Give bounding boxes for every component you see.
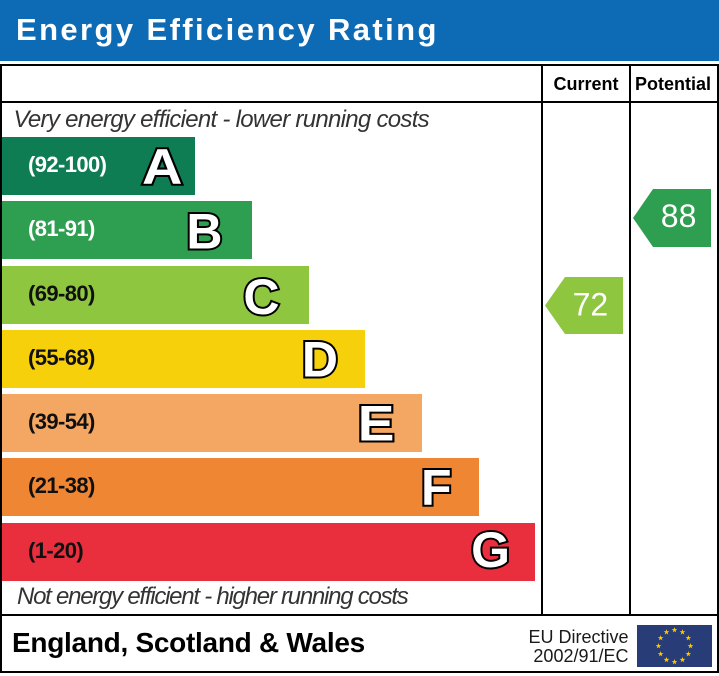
svg-text:C: C	[243, 269, 279, 325]
svg-text:72: 72	[573, 287, 609, 323]
svg-text:88: 88	[661, 198, 697, 234]
svg-text:G: G	[471, 522, 510, 578]
svg-text:E: E	[358, 396, 395, 452]
svg-text:A: A	[142, 140, 182, 196]
svg-text:F: F	[421, 460, 452, 516]
svg-text:B: B	[186, 204, 222, 260]
svg-text:D: D	[302, 332, 338, 388]
